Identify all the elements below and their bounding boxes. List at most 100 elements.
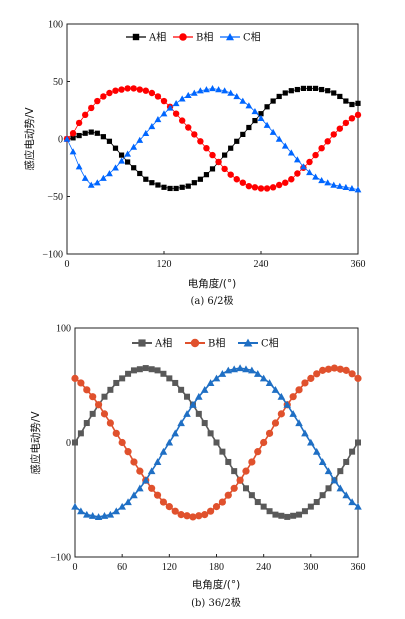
- chart-b-data-point: [113, 379, 120, 386]
- chart-a-data-point: [312, 173, 319, 180]
- chart-a-legend-marker: [132, 33, 140, 41]
- chart-b-legend-marker: [138, 339, 146, 347]
- chart-a-data-point: [342, 119, 350, 127]
- chart-a-data-point: [269, 184, 277, 191]
- chart-b-data-point: [219, 448, 226, 455]
- chart-a-data-point: [106, 138, 113, 144]
- chart-b-data-point: [290, 512, 297, 519]
- chart-b-data-point: [253, 370, 262, 377]
- chart-b-data-point: [72, 439, 78, 446]
- chart-b-data-point: [260, 503, 267, 510]
- chart-a-data-point: [148, 122, 156, 130]
- chart-a-data-point: [196, 87, 204, 94]
- chart-b-data-point: [89, 410, 96, 417]
- chart-b-data-point: [112, 429, 120, 437]
- chart-b-data-point: [160, 370, 167, 377]
- chart-b-data-point: [183, 410, 191, 417]
- chart-b-data-point: [83, 386, 91, 394]
- chart-b-data-point: [337, 468, 344, 475]
- chart-a-data-point: [179, 184, 185, 190]
- chart-b-data-point: [342, 491, 351, 499]
- chart-b-data-point: [165, 438, 174, 446]
- chart-a-data-point: [288, 176, 295, 183]
- chart-b-data-point: [94, 513, 103, 520]
- chart-b-data-point: [154, 367, 161, 374]
- chart-b-xtick-label: 180: [209, 562, 224, 573]
- chart-a-ytick-label: 0: [58, 135, 63, 146]
- chart-a-data-point: [239, 179, 247, 186]
- chart-b-data-point: [118, 502, 126, 510]
- chart-a-legend: A相 B相 C相: [126, 31, 261, 44]
- chart-b-data-point: [336, 484, 345, 492]
- chart-b-data-point: [301, 429, 309, 437]
- chart-b-data-point: [212, 374, 221, 382]
- chart-a-legend-item: A相: [126, 31, 166, 44]
- chart-a-data-point: [142, 87, 150, 94]
- chart-b-data-point: [266, 508, 273, 515]
- chart-b-legend-label: A相: [154, 337, 172, 350]
- chart-a-data-point: [264, 104, 270, 110]
- chart-a-data-point: [293, 156, 301, 163]
- chart-a-data-point: [203, 145, 210, 152]
- chart-a-data-point: [354, 186, 362, 193]
- chart-a-data-point: [221, 87, 229, 94]
- chart-a-xtick-label: 120: [157, 259, 172, 270]
- chart-a-data-point: [251, 108, 259, 115]
- chart-b-data-point: [354, 502, 362, 510]
- chart-a-data-point: [172, 99, 180, 107]
- chart-b-ytick-label: −100: [50, 553, 71, 564]
- chart-b-data-point: [148, 484, 156, 492]
- chart-b-data-point: [184, 393, 191, 400]
- chart-b-xtick-label: 300: [303, 562, 318, 573]
- chart-b-data-point: [254, 448, 262, 456]
- chart-a-caption: (a) 6/2极: [190, 294, 233, 307]
- chart-a-data-point: [143, 176, 149, 182]
- chart-a-data-point: [343, 98, 349, 104]
- chart-b-data-point: [319, 492, 326, 499]
- chart-a-ytick-label: 50: [53, 77, 63, 88]
- chart-b-data-point: [77, 379, 85, 387]
- chart-a-data-point: [148, 89, 156, 97]
- chart-b-data-point: [130, 458, 138, 466]
- chart-b-data-point: [336, 365, 344, 373]
- chart-b-xlabel: 电角度/(°): [192, 578, 240, 591]
- chart-b-data-point: [277, 392, 286, 400]
- chart-a-data-point: [330, 181, 338, 188]
- chart-b-data-point: [307, 438, 315, 446]
- chart-b-data-point: [118, 438, 126, 447]
- chart-b-data-point: [201, 420, 208, 427]
- chart-a-data-point: [94, 97, 101, 105]
- chart-b-legend-item: C相: [238, 337, 279, 350]
- chart-a-data-point: [263, 185, 271, 192]
- chart-a-data-point: [312, 151, 319, 159]
- chart-a-data-point: [167, 185, 173, 192]
- chart-a-data-point: [331, 90, 337, 96]
- chart-b-data-point: [265, 429, 274, 437]
- chart-a-data-point: [319, 86, 325, 93]
- chart-b-data-point: [296, 511, 303, 518]
- chart-a-data-point: [227, 171, 234, 178]
- chart-b-data-point: [106, 419, 114, 427]
- chart-a-data-point: [330, 131, 337, 138]
- chart-a-data-point: [197, 176, 203, 182]
- chart-b-data-point: [124, 448, 132, 456]
- chart-b-data-point: [330, 476, 339, 484]
- chart-a-data-point: [118, 86, 125, 93]
- chart-b-caption: (b) 36/2极: [191, 596, 241, 609]
- chart-a-series-triangle: [63, 85, 362, 193]
- chart-b-data-point: [271, 386, 280, 393]
- chart-b-xtick-label: 240: [256, 562, 271, 573]
- chart-b-data-point: [265, 379, 274, 386]
- chart-a-data-point: [184, 91, 192, 99]
- chart-b-data-point: [195, 410, 202, 417]
- chart-a-data-point: [306, 168, 313, 176]
- chart-a-data-point: [94, 130, 100, 136]
- chart-b-data-point: [125, 370, 132, 377]
- chart-b-data-point: [354, 374, 362, 382]
- chart-a-data-point: [75, 119, 83, 127]
- chart-a-data-point: [191, 180, 197, 186]
- chart-a-data-point: [203, 86, 210, 93]
- chart-a-data-point: [209, 85, 216, 92]
- chart-a-legend-marker: [226, 33, 234, 41]
